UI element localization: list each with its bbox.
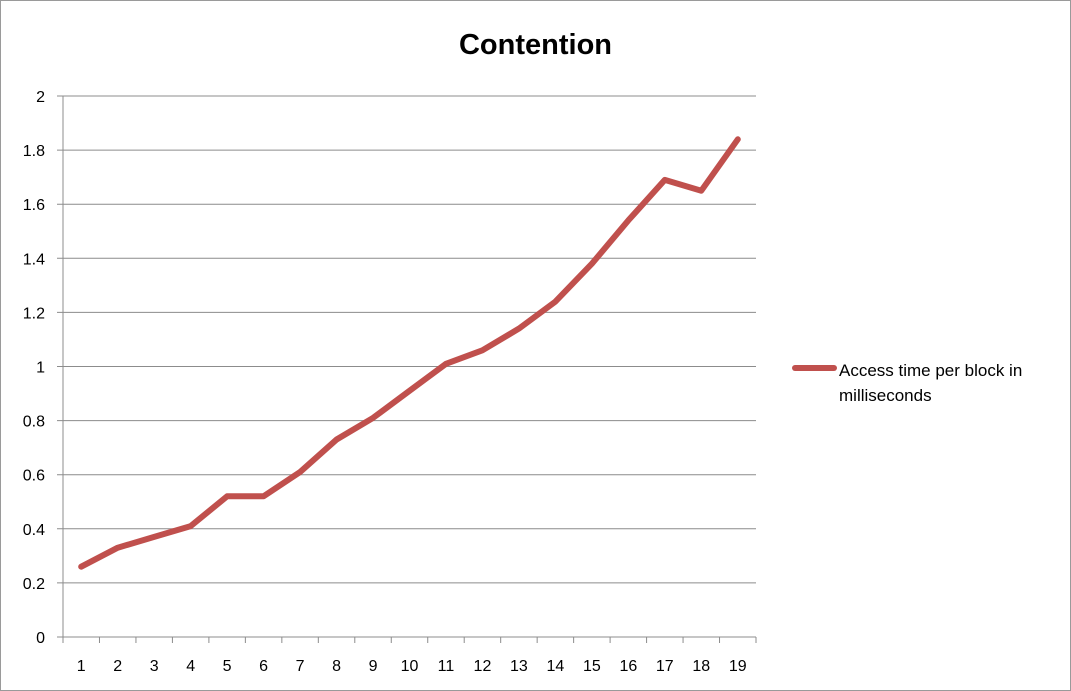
x-tick-label: 10 <box>401 658 419 675</box>
x-tick-label: 12 <box>474 658 492 675</box>
chart-title: Contention <box>458 29 612 61</box>
y-tick-label: 0.2 <box>23 576 45 593</box>
x-tick-label: 14 <box>546 658 564 675</box>
gridlines <box>57 95 756 584</box>
x-tick-label: 15 <box>583 658 601 675</box>
y-tick-label: 0.8 <box>23 414 45 431</box>
tick-labels: 00.20.40.60.811.21.41.61.821 2 3 4 5 6 7 8 9 10 11… <box>23 89 747 675</box>
y-tick-label: 1.2 <box>23 305 45 322</box>
x-tick-label: 5 <box>223 658 232 675</box>
x-tick-label: 1 <box>77 658 86 675</box>
x-tick-label: 3 <box>150 658 159 675</box>
y-tick-label: 0.6 <box>23 468 45 485</box>
legend-label: Access time per block in milliseconds <box>839 361 1023 405</box>
y-tick-label: 1.6 <box>23 197 45 214</box>
x-tick-label: 8 <box>332 658 341 675</box>
x-tick-label: 16 <box>619 658 637 675</box>
x-tick-label: 17 <box>656 658 674 675</box>
x-tick-label: 19 <box>729 658 747 675</box>
x-tick-label: 13 <box>510 658 528 675</box>
y-tick-label: 0.4 <box>23 522 45 539</box>
y-tick-label: 1.8 <box>23 143 45 160</box>
series-lines <box>78 136 741 570</box>
y-tick-label: 1.4 <box>23 251 45 268</box>
x-tick-label: 7 <box>296 658 305 675</box>
x-tick-label: 2 <box>113 658 122 675</box>
x-tick-label: 4 <box>186 658 195 675</box>
x-tick-label: 6 <box>259 658 268 675</box>
y-tick-label: 0 <box>36 630 45 647</box>
y-tick-label: 1 <box>36 360 45 377</box>
axes <box>57 96 757 643</box>
series-line <box>78 136 741 570</box>
y-tick-label: 2 <box>36 89 45 106</box>
x-tick-label: 18 <box>692 658 710 675</box>
x-tick-label: 11 <box>438 658 455 675</box>
x-tick-label: 9 <box>369 658 378 675</box>
legend-swatch <box>792 365 837 371</box>
